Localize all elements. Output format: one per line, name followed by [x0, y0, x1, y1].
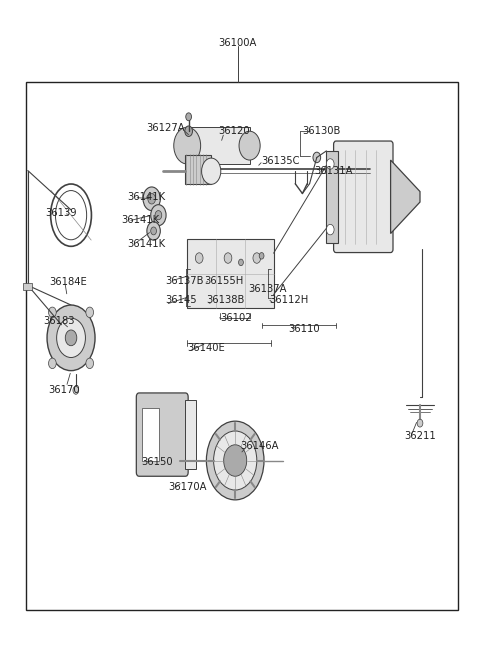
Text: 36145: 36145 — [166, 295, 197, 305]
Text: 36141K: 36141K — [127, 239, 165, 249]
Text: 36184E: 36184E — [49, 277, 87, 287]
Text: 36100A: 36100A — [218, 37, 257, 48]
Circle shape — [86, 307, 94, 318]
Text: 36127A: 36127A — [146, 123, 185, 133]
Circle shape — [174, 127, 201, 164]
FancyBboxPatch shape — [334, 141, 393, 253]
Bar — [187, 239, 274, 308]
Circle shape — [48, 358, 56, 369]
Text: 36131A: 36131A — [314, 165, 353, 176]
Polygon shape — [391, 160, 420, 234]
Text: 36155H: 36155H — [204, 276, 243, 286]
Circle shape — [239, 131, 260, 160]
Text: 36110: 36110 — [288, 324, 320, 335]
Text: 36150: 36150 — [142, 457, 173, 468]
Circle shape — [326, 224, 334, 235]
Circle shape — [206, 421, 264, 500]
Circle shape — [151, 205, 166, 226]
Circle shape — [259, 253, 264, 259]
Circle shape — [148, 194, 156, 204]
Circle shape — [326, 159, 334, 169]
Circle shape — [155, 211, 162, 220]
Circle shape — [195, 253, 203, 263]
Text: 36112H: 36112H — [269, 295, 308, 305]
Circle shape — [186, 113, 192, 121]
Circle shape — [224, 445, 247, 476]
Text: 36137B: 36137B — [166, 276, 204, 286]
Circle shape — [417, 419, 423, 427]
Bar — [185, 155, 211, 184]
Circle shape — [214, 431, 257, 490]
FancyBboxPatch shape — [136, 393, 188, 476]
Text: 36135C: 36135C — [262, 155, 300, 166]
Text: 36137A: 36137A — [249, 283, 287, 294]
Circle shape — [47, 305, 95, 371]
Bar — [142, 408, 159, 461]
Circle shape — [313, 152, 321, 163]
Circle shape — [239, 259, 243, 266]
Bar — [26, 82, 458, 610]
Text: 36140E: 36140E — [187, 342, 225, 353]
Circle shape — [143, 187, 160, 211]
Circle shape — [73, 386, 79, 394]
Circle shape — [253, 253, 261, 263]
Bar — [185, 400, 196, 469]
Text: 36120: 36120 — [218, 126, 250, 136]
Bar — [187, 127, 250, 164]
Text: 36102: 36102 — [220, 313, 252, 323]
Circle shape — [147, 222, 160, 240]
Circle shape — [224, 253, 232, 263]
Circle shape — [65, 330, 77, 346]
Text: 36141K: 36141K — [121, 215, 159, 225]
Text: 36146A: 36146A — [240, 441, 278, 451]
Circle shape — [57, 318, 85, 358]
Bar — [23, 283, 32, 290]
Text: 36211: 36211 — [404, 431, 436, 441]
Circle shape — [185, 126, 192, 136]
Text: 36170: 36170 — [48, 385, 80, 396]
Text: 36139: 36139 — [46, 208, 77, 218]
Circle shape — [48, 307, 56, 318]
Circle shape — [86, 358, 94, 369]
Text: 36130B: 36130B — [302, 126, 341, 136]
Circle shape — [151, 227, 156, 235]
Bar — [326, 151, 338, 243]
Text: 36183: 36183 — [43, 316, 75, 327]
Text: 36141K: 36141K — [127, 192, 165, 202]
Circle shape — [202, 158, 221, 184]
Text: 36138B: 36138B — [206, 295, 245, 305]
Text: 36170A: 36170A — [168, 482, 206, 492]
